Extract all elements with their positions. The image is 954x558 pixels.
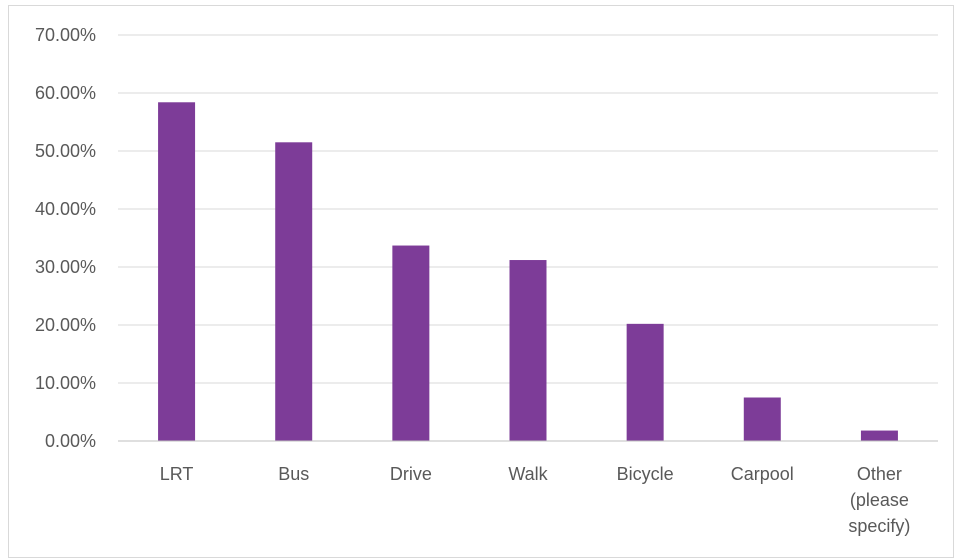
x-tick-label: Other (please specify) — [848, 464, 910, 536]
x-tick-label-line: (please — [850, 490, 909, 510]
x-tick-label-line: Drive — [390, 464, 432, 484]
bar — [860, 430, 898, 441]
y-tick-label: 30.00% — [35, 257, 96, 277]
x-tick-label-line: LRT — [160, 464, 194, 484]
x-tick-label-line: Carpool — [731, 464, 794, 484]
bar — [509, 260, 547, 441]
x-tick-label: Bus — [278, 464, 309, 484]
bar — [392, 245, 430, 441]
y-tick-label: 60.00% — [35, 83, 96, 103]
y-axis-tick-labels: 0.00% 10.00% 20.00% 30.00% 40.00% 50.00% 60.00… — [35, 25, 96, 451]
bar — [626, 323, 664, 441]
x-tick-label-line: Walk — [508, 464, 548, 484]
x-tick-label: Bicycle — [617, 464, 674, 484]
y-tick-label: 70.00% — [35, 25, 96, 45]
bar — [275, 142, 313, 442]
y-tick-label: 40.00% — [35, 199, 96, 219]
y-tick-label: 20.00% — [35, 315, 96, 335]
y-tick-label: 50.00% — [35, 141, 96, 161]
x-tick-label-line: specify) — [848, 516, 910, 536]
x-tick-label: Carpool — [731, 464, 794, 484]
x-tick-label-line: Bicycle — [617, 464, 674, 484]
bar — [158, 102, 196, 441]
y-tick-label: 10.00% — [35, 373, 96, 393]
x-tick-label-line: Bus — [278, 464, 309, 484]
x-tick-label-line: Other — [857, 464, 902, 484]
x-tick-label: LRT — [160, 464, 194, 484]
x-axis-category-labels: LRT Bus Drive Walk Bicycle Carpool Other (pleas… — [160, 464, 911, 536]
x-tick-label: Walk — [508, 464, 548, 484]
bar — [743, 397, 781, 441]
y-tick-label: 0.00% — [45, 431, 96, 451]
x-tick-label: Drive — [390, 464, 432, 484]
bars — [158, 102, 898, 442]
gridlines — [118, 34, 938, 384]
